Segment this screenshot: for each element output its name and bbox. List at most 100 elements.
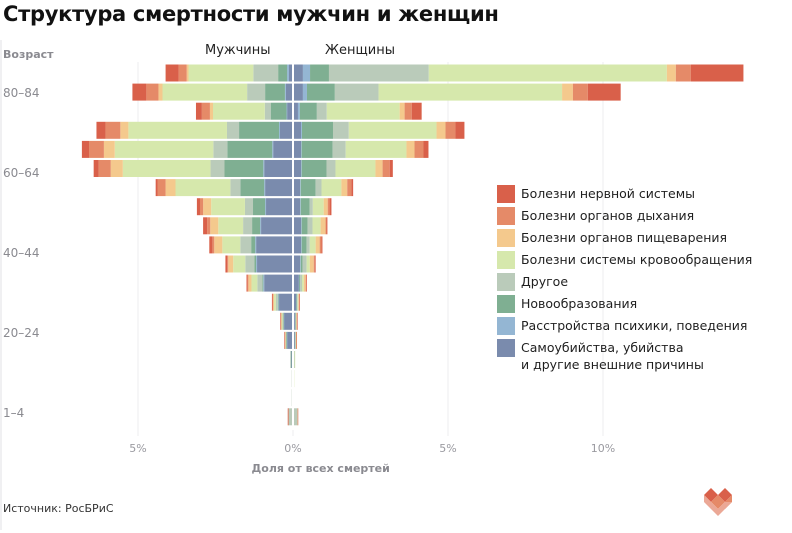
- bar-female-digestive: [666, 64, 676, 82]
- bar-male-neoplasms: [252, 217, 261, 235]
- legend-swatch: [497, 229, 515, 247]
- bar-male-mental: [272, 140, 274, 158]
- bar-female-digestive: [562, 83, 573, 101]
- bar-female-digestive: [375, 160, 383, 177]
- bar-male-circulatory: [122, 160, 211, 177]
- bar-male-other: [213, 140, 228, 158]
- bar-male-other: [282, 312, 284, 330]
- bar-female-nervous: [423, 140, 429, 158]
- logo-diamond-bottom: [718, 502, 732, 516]
- bar-male-external: [273, 140, 293, 158]
- bar-male-mental: [263, 160, 265, 177]
- bar-female-digestive: [298, 293, 299, 311]
- bar-female-digestive: [341, 179, 348, 197]
- bar-female-circulatory: [335, 160, 376, 177]
- bar-male-mental: [278, 293, 280, 311]
- bar-male-nervous: [155, 179, 158, 197]
- bar-male-digestive: [165, 179, 176, 197]
- bar-male-digestive: [120, 121, 129, 139]
- bar-female-nervous: [329, 198, 332, 216]
- bar-female-digestive: [309, 255, 314, 273]
- bar-female-other: [307, 217, 313, 235]
- bar-female-neoplasms: [310, 64, 329, 82]
- bar-female-circulatory: [309, 236, 316, 254]
- bar-male-circulatory: [222, 236, 241, 254]
- bar-male-other: [243, 217, 253, 235]
- legend-swatch: [497, 339, 515, 357]
- legend-label: Болезни органов дыхания: [521, 208, 695, 223]
- bar-female-neoplasms: [296, 293, 298, 311]
- bar-male-neoplasms: [227, 140, 273, 158]
- bar-female-external: [293, 293, 297, 311]
- legend-item-external: Самоубийства, убийства и другие внешние …: [497, 339, 771, 373]
- bar-female-other: [334, 83, 379, 101]
- bar-male-neoplasms: [253, 198, 266, 216]
- bar-male-external: [265, 179, 293, 197]
- bar-male-digestive: [186, 64, 189, 82]
- bar-male-external: [264, 160, 293, 177]
- bar-male-circulatory: [274, 293, 276, 311]
- legend-swatch: [497, 185, 515, 203]
- x-tick-label: 10%: [590, 442, 616, 455]
- bar-male-external: [279, 121, 293, 139]
- bar-female-neoplasms: [301, 140, 333, 158]
- bar-female-respiratory: [404, 102, 412, 120]
- legend-item-nervous: Болезни нервной системы: [497, 185, 771, 203]
- bar-male-circulatory: [285, 331, 286, 349]
- bar-female-nervous: [411, 102, 422, 120]
- bar-female-other: [295, 331, 296, 349]
- bar-male-other: [244, 198, 254, 216]
- y-tick-label: 20–24: [3, 326, 40, 340]
- bar-male-circulatory: [251, 274, 258, 292]
- bar-female-neoplasms: [300, 255, 303, 273]
- bar-male-external: [261, 217, 293, 235]
- legend-swatch: [497, 273, 515, 291]
- bar-male-external: [287, 102, 293, 120]
- bar-male-external: [285, 83, 293, 101]
- bar-female-digestive: [406, 140, 415, 158]
- x-tick-label: 5%: [439, 442, 457, 455]
- bar-male-other: [288, 408, 293, 426]
- bar-female-neoplasms: [295, 312, 296, 330]
- bar-male-external: [288, 64, 293, 82]
- bar-female-other: [295, 312, 297, 330]
- legend-label: Болезни системы кровообращения: [521, 252, 753, 267]
- bar-male-mental: [287, 64, 289, 82]
- bar-male-digestive: [110, 160, 123, 177]
- bar-female-respiratory: [327, 198, 330, 216]
- bar-female-neoplasms: [299, 102, 317, 120]
- bar-male-nervous: [165, 64, 179, 82]
- bar-male-nervous: [284, 331, 285, 349]
- bar-female-external: [293, 64, 303, 82]
- bar-female-mental: [301, 217, 302, 235]
- bar-female-neoplasms: [306, 83, 335, 101]
- y-tick-label: 80–84: [3, 86, 40, 100]
- bar-male-respiratory: [288, 408, 289, 426]
- bar-female-neoplasms: [299, 274, 301, 292]
- bar-male-digestive: [280, 312, 282, 330]
- bar-male-respiratory: [200, 198, 204, 216]
- bar-female-nervous: [314, 255, 316, 273]
- bar-female-digestive: [323, 198, 328, 216]
- bar-male-other: [226, 121, 240, 139]
- bar-male-external: [257, 255, 293, 273]
- bar-male-external: [279, 293, 293, 311]
- bar-female-other: [297, 293, 298, 311]
- bar-female-external: [293, 236, 302, 254]
- bar-female-external: [293, 83, 303, 101]
- page-title: Структура смертности мужчин и женщин: [3, 2, 499, 26]
- bar-female-neoplasms: [294, 331, 296, 349]
- bar-male-respiratory: [178, 64, 187, 82]
- bar-male-digestive: [273, 293, 275, 311]
- bar-female-respiratory: [296, 312, 298, 330]
- bar-male-mental: [265, 198, 267, 216]
- bar-female-mental: [301, 121, 302, 139]
- bar-male-digestive: [103, 140, 115, 158]
- bar-male-circulatory: [281, 312, 283, 330]
- bar-male-digestive: [209, 102, 214, 120]
- bar-male-nervous: [93, 160, 99, 177]
- bar-male-mental: [286, 102, 288, 120]
- bar-male-nervous: [287, 408, 289, 426]
- bar-female-circulatory: [428, 64, 667, 82]
